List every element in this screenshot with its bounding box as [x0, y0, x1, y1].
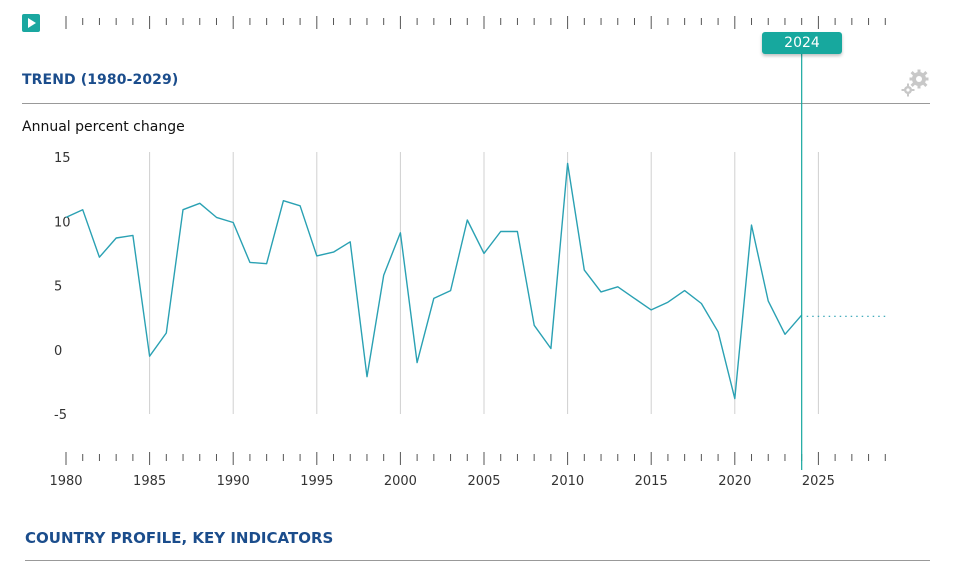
x-tick-label: 2015: [635, 474, 668, 489]
page-title: TREND (1980-2029): [22, 72, 179, 88]
x-tick-label: 1990: [217, 474, 250, 489]
year-slider-handle[interactable]: 2024: [762, 32, 842, 54]
chart-series: [65, 162, 886, 400]
x-tick-label: 2020: [718, 474, 751, 489]
data-line: [65, 162, 803, 400]
gear-icon[interactable]: [901, 68, 931, 98]
x-tick-label: 2000: [384, 474, 417, 489]
y-tick-label: 5: [54, 280, 62, 295]
y-tick-label: 15: [54, 151, 71, 166]
y-axis-label: Annual percent change: [22, 119, 185, 135]
x-axis: 1980 1985 1990 1995 2000 2005 2010 2015 2020 2025: [49, 452, 886, 489]
y-axis: 15 10 5 0 -5: [54, 151, 71, 423]
x-tick-label: 2005: [467, 474, 500, 489]
x-tick-label: 2025: [802, 474, 835, 489]
x-tick-label: 2010: [551, 474, 584, 489]
title-divider: [22, 103, 930, 104]
chart-grid: [149, 152, 819, 414]
play-icon: [28, 18, 36, 28]
x-tick-label: 1980: [49, 474, 82, 489]
section-title-profile: COUNTRY PROFILE, KEY INDICATORS: [25, 529, 334, 547]
play-button[interactable]: [22, 14, 40, 32]
y-tick-label: -5: [54, 408, 67, 423]
y-tick-label: 10: [54, 215, 71, 230]
timeline-ticks: [65, 16, 886, 29]
x-tick-label: 1995: [300, 474, 333, 489]
x-tick-label: 1985: [133, 474, 166, 489]
y-tick-label: 0: [54, 344, 62, 359]
